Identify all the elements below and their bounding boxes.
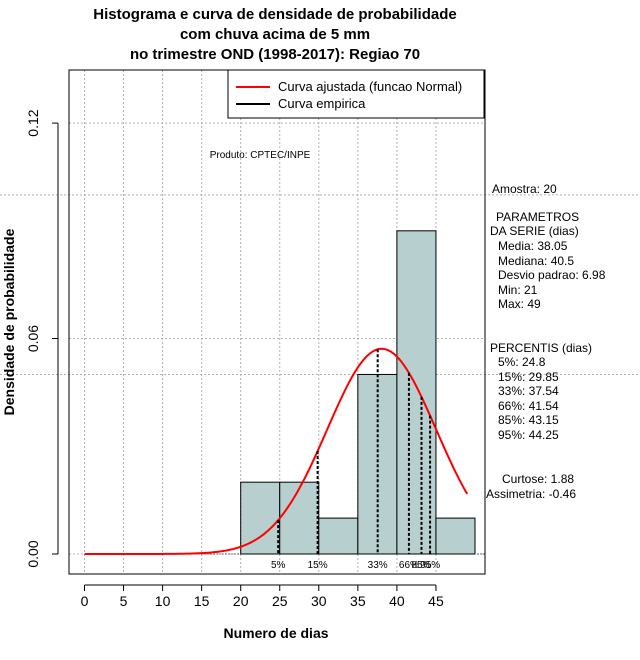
x-tick-label: 10 bbox=[155, 593, 171, 609]
y-tick-label: 0.00 bbox=[25, 540, 41, 567]
stat-p15: 15%: 29.85 bbox=[498, 370, 559, 384]
x-tick-label: 20 bbox=[233, 593, 249, 609]
stat-p33: 33%: 37.54 bbox=[498, 384, 559, 398]
chart-title-line-3: no trimestre OND (1998-2017): Regiao 70 bbox=[129, 46, 421, 63]
stat-param-title-2: DA SERIE (dias) bbox=[490, 224, 579, 238]
histogram-bar bbox=[318, 517, 359, 555]
percentile-label: 15% bbox=[308, 560, 328, 571]
stat-min: Min: 21 bbox=[498, 283, 538, 297]
x-tick-label: 35 bbox=[350, 593, 366, 609]
y-axis-label: Densidade de probabilidade bbox=[1, 228, 17, 415]
chart-title-line-1: Histograma e curva de densidade de proba… bbox=[93, 6, 457, 23]
percentile-label: 5% bbox=[271, 560, 286, 571]
histogram-bar bbox=[240, 481, 281, 555]
chart-title-line-2: com chuva acima de 5 mm bbox=[179, 26, 371, 43]
y-tick-label: 0.12 bbox=[25, 109, 41, 136]
percentile-label: 85% bbox=[411, 560, 431, 571]
percentile-label: 95% bbox=[420, 560, 440, 571]
stat-perc-title: PERCENTIS (dias) bbox=[490, 341, 593, 355]
stat-media: Media: 38.05 bbox=[498, 239, 568, 253]
stat-desvio: Desvio padrao: 6.98 bbox=[498, 268, 606, 282]
stat-mediana: Mediana: 40.5 bbox=[498, 254, 575, 268]
x-tick-label: 5 bbox=[120, 593, 128, 609]
x-tick-label: 15 bbox=[194, 593, 210, 609]
legend-empirical-label: Curva empirica bbox=[278, 96, 366, 111]
stat-p95: 95%: 44.25 bbox=[498, 428, 559, 442]
histogram-bar bbox=[435, 517, 476, 555]
stat-curtose: Curtose: 1.88 bbox=[502, 472, 575, 486]
x-tick-label: 40 bbox=[389, 593, 405, 609]
x-axis-label: Numero de dias bbox=[223, 625, 328, 641]
x-tick-label: 0 bbox=[81, 593, 89, 609]
percentile-layer: 5% 15% 33% 66%85%95% bbox=[271, 349, 440, 571]
stat-p85: 85%: 43.15 bbox=[498, 413, 559, 427]
bar-layer bbox=[84, 230, 485, 555]
normal-fit-curve bbox=[84, 347, 469, 555]
curve-layer bbox=[84, 347, 469, 555]
product-label: Produto: CPTEC/INPE bbox=[210, 150, 311, 161]
stat-p66: 66%: 41.54 bbox=[498, 399, 559, 413]
stat-amostra: Amostra: 20 bbox=[492, 182, 557, 196]
y-tick-label: 0.06 bbox=[25, 325, 41, 352]
x-tick-label: 25 bbox=[272, 593, 288, 609]
legend-fitted-label: Curva ajustada (funcao Normal) bbox=[278, 79, 462, 94]
legend-box bbox=[227, 69, 485, 119]
x-tick-label: 45 bbox=[428, 593, 444, 609]
stat-max: Max: 49 bbox=[498, 297, 541, 311]
x-tick-label: 30 bbox=[311, 593, 327, 609]
histogram-bar bbox=[279, 481, 320, 555]
axis-layer: 0 5 10 15 20 25 30 35 40 45 0.00 0.06 0.12 bbox=[25, 109, 444, 609]
stat-param-title-1: PARAMETROS bbox=[496, 210, 580, 224]
stat-p5: 5%: 24.8 bbox=[498, 355, 546, 369]
histogram-bar bbox=[396, 230, 437, 555]
legend: Curva ajustada (funcao Normal) Curva emp… bbox=[227, 69, 485, 119]
stat-assimetria: Assimetria: -0.46 bbox=[486, 487, 577, 501]
percentile-label: 66% bbox=[399, 560, 419, 571]
percentile-label: 33% bbox=[368, 560, 388, 571]
